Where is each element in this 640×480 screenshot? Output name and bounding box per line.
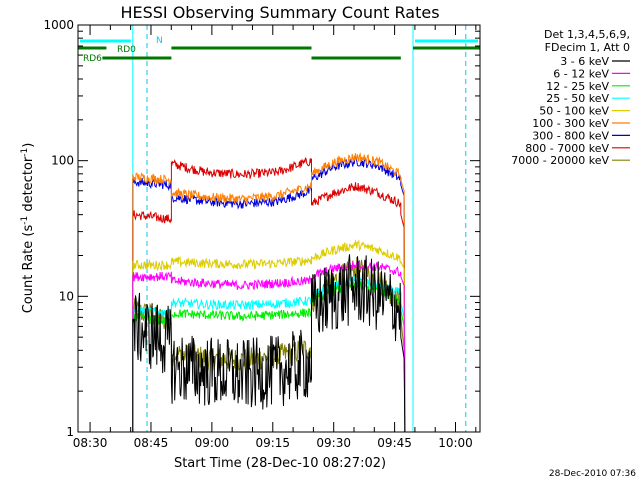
series-line [132, 254, 406, 433]
y-axis-label-end: ) [21, 143, 36, 148]
y-axis-label-sup2: -1 [20, 148, 30, 157]
legend: Det 1,3,4,5,6,9, FDecim 1, Att 0 3 - 6 k… [511, 28, 630, 167]
plot-frame [77, 24, 481, 433]
legend-entry-label: 300 - 800 keV [532, 129, 609, 142]
saa-markers: N [146, 25, 467, 432]
legend-entry-label: 12 - 25 keV [546, 80, 609, 93]
x-axis-label: Start Time (28-Dec-10 08:27:02) [174, 456, 386, 471]
saa-marker-label: N [156, 36, 163, 46]
legend-entry-label: 100 - 300 keV [532, 117, 609, 130]
legend-header-line2: FDecim 1, Att 0 [545, 41, 630, 54]
series-line [132, 275, 406, 433]
x-tick-label: 08:45 [134, 436, 169, 450]
series-line [132, 260, 406, 433]
series-line [132, 152, 406, 433]
x-tick-label: 09:15 [255, 436, 290, 450]
x-tick-label: 09:45 [377, 436, 412, 450]
series-line [132, 280, 406, 433]
y-axis-label-mid: detector [21, 156, 36, 216]
night-markers [80, 25, 478, 432]
legend-entry-label: 7000 - 20000 keV [511, 154, 609, 167]
series-line [132, 239, 406, 433]
y-tick-label: 100 [51, 154, 74, 168]
attenuator-bars: RD0 RD6 [78, 45, 480, 64]
chart-title: HESSI Observing Summary Count Rates [120, 3, 439, 22]
y-axis-label: Count Rate (s-1 detector-1) [20, 143, 36, 314]
attenuator-label: RD6 [83, 54, 102, 64]
footer-date: 28-Dec-2010 07:36 [549, 469, 636, 479]
series-line [132, 157, 406, 433]
y-tick-label: 10 [59, 289, 74, 303]
y-axis-label-sup1: -1 [20, 216, 30, 225]
legend-entry-label: 3 - 6 keV [560, 55, 609, 68]
attenuator-label: RD0 [117, 45, 136, 55]
legend-entry-label: 50 - 100 keV [539, 105, 609, 118]
y-tick-label: 1000 [43, 18, 74, 32]
plot-frame-rect [77, 24, 481, 433]
y-axis-label-main: Count Rate (s [21, 225, 36, 314]
legend-entry-label: 6 - 12 keV [553, 67, 609, 80]
legend-entry-label: 800 - 7000 keV [525, 142, 609, 155]
x-tick-label: 09:30 [316, 436, 351, 450]
x-tick-label: 10:00 [438, 436, 473, 450]
x-axis: 08:30 08:45 09:00 09:15 09:30 09:45 10:00 [73, 25, 477, 450]
x-tick-label: 08:30 [73, 436, 108, 450]
y-axis: 1 10 100 1000 [43, 18, 480, 439]
series-lines [132, 152, 406, 433]
y-tick-label: 1 [66, 425, 74, 439]
legend-header-line1: Det 1,3,4,5,6,9, [544, 28, 630, 41]
series-line [132, 156, 406, 433]
x-tick-label: 09:00 [195, 436, 230, 450]
legend-entry-label: 25 - 50 keV [546, 92, 609, 105]
